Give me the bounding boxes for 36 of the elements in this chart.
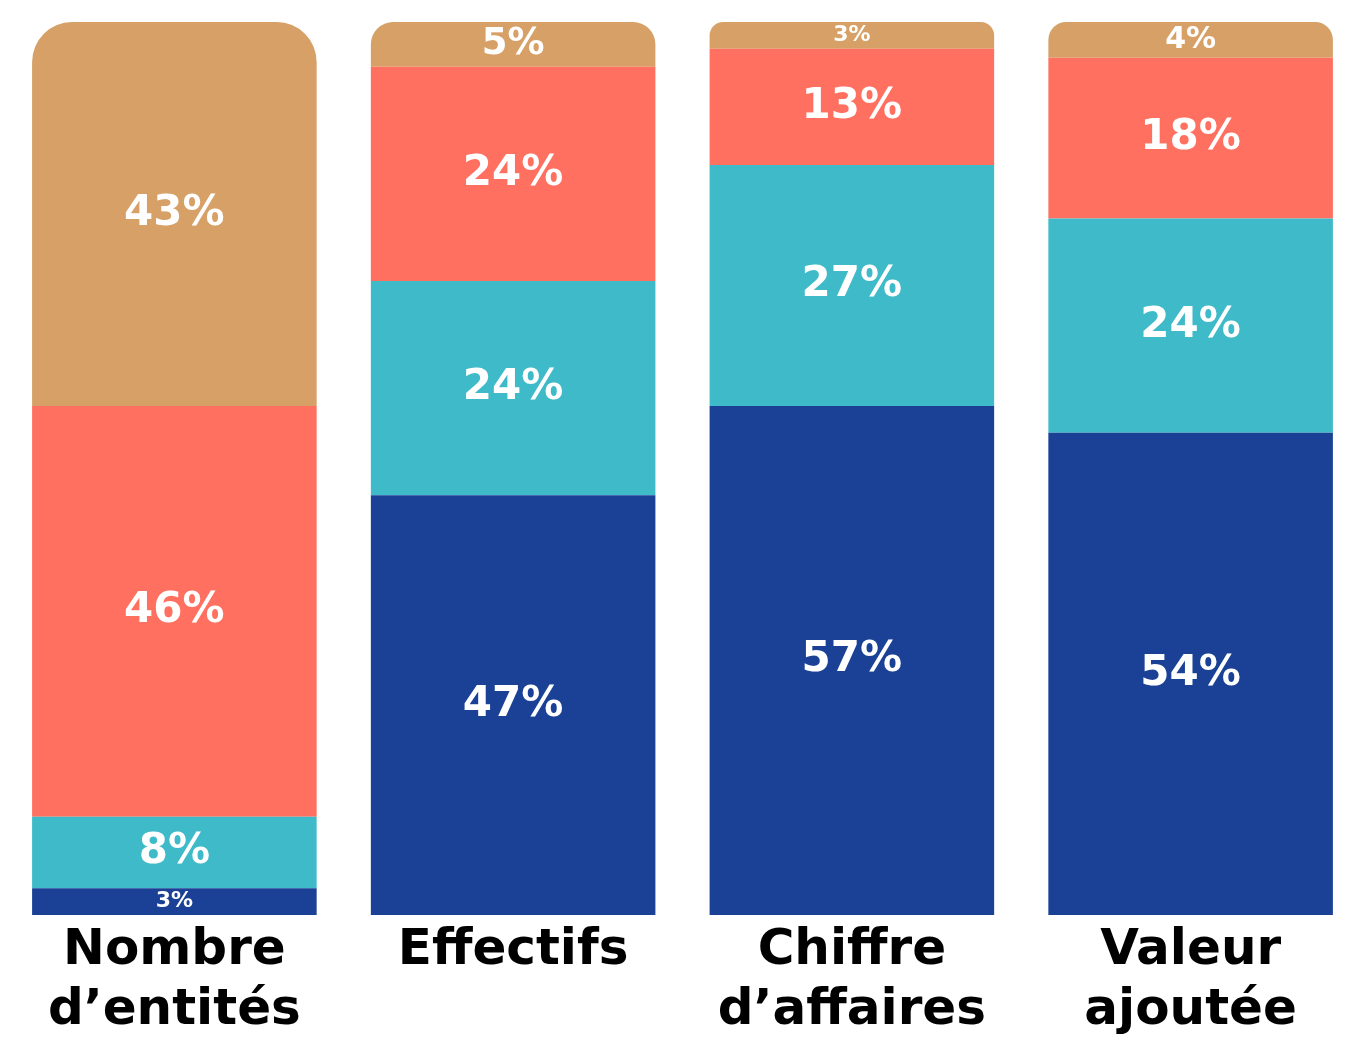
bar [32, 22, 317, 406]
data-label: 43% [124, 185, 225, 235]
bar [709, 22, 995, 49]
data-label: 13% [801, 78, 903, 128]
data-label: 4% [1165, 19, 1217, 55]
bar [370, 22, 656, 67]
bar [709, 405, 995, 915]
bar [370, 66, 656, 281]
data-label: 3% [833, 21, 871, 47]
data-label: 47% [462, 677, 564, 727]
data-label: 3% [155, 887, 194, 913]
bar [370, 495, 656, 915]
data-label: 24% [462, 145, 564, 195]
bar [709, 48, 995, 165]
bar [1048, 432, 1333, 915]
data-label: 24% [462, 360, 564, 410]
x-tick-label: Chiffre d’affaires [717, 917, 986, 1036]
x-tick-label: Nombre d’entités [47, 917, 301, 1036]
data-label: 46% [124, 583, 225, 633]
data-label: 54% [1140, 645, 1241, 695]
bar [32, 405, 317, 817]
data-label: 5% [481, 19, 545, 63]
x-tick-label: Effectifs [397, 917, 629, 976]
bar [709, 164, 995, 406]
bar [1048, 22, 1333, 58]
data-label: 24% [1140, 297, 1241, 347]
data-label: 27% [801, 257, 903, 307]
bar [32, 888, 317, 915]
bar [32, 816, 317, 889]
data-label: 8% [138, 824, 211, 874]
bar [370, 280, 656, 496]
x-tick-label: Valeur ajoutée [1084, 917, 1297, 1036]
bar [1048, 218, 1333, 433]
data-label: 18% [1140, 110, 1241, 159]
data-label: 57% [801, 632, 903, 682]
bar [1048, 57, 1333, 219]
